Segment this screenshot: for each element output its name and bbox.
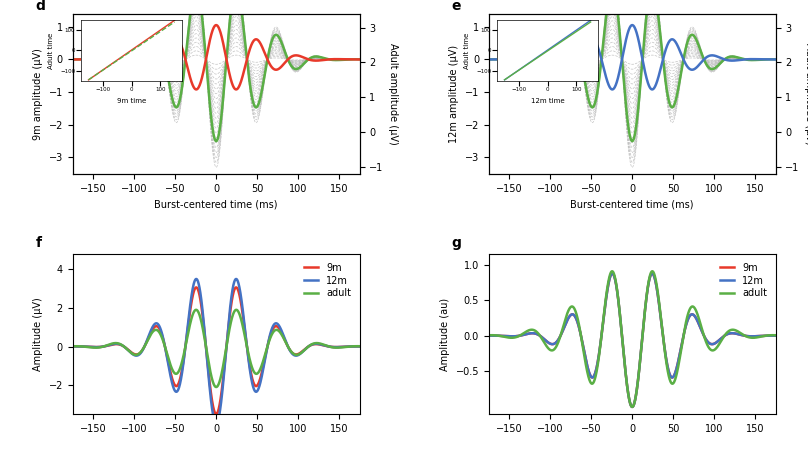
12m <box>82 344 92 349</box>
adult <box>484 333 494 338</box>
adult <box>68 344 78 349</box>
9m <box>627 404 637 410</box>
12m <box>771 333 781 339</box>
Text: f: f <box>36 237 41 251</box>
adult <box>200 337 209 342</box>
12m <box>211 421 221 426</box>
12m <box>616 321 625 326</box>
Legend: 9m, 12m, adult: 9m, 12m, adult <box>300 259 355 303</box>
adult <box>608 268 617 274</box>
Y-axis label: 12m amplitude (μV): 12m amplitude (μV) <box>449 45 459 143</box>
adult <box>211 384 221 390</box>
adult <box>763 333 772 338</box>
X-axis label: Burst-centered time (ms): Burst-centered time (ms) <box>154 199 278 209</box>
Line: 12m: 12m <box>489 273 776 407</box>
adult <box>294 352 304 357</box>
9m <box>208 400 217 405</box>
9m <box>347 344 356 349</box>
adult <box>355 344 364 349</box>
9m <box>624 392 633 398</box>
9m <box>347 344 356 349</box>
Line: adult: adult <box>73 310 360 387</box>
Y-axis label: Adult amplitude (μV): Adult amplitude (μV) <box>388 43 398 145</box>
Text: g: g <box>452 237 461 251</box>
12m <box>200 331 209 336</box>
12m <box>191 276 201 282</box>
9m <box>763 333 772 339</box>
Y-axis label: 9m amplitude (μV): 9m amplitude (μV) <box>33 48 43 140</box>
Y-axis label: Amplitude (au): Amplitude (au) <box>440 298 450 370</box>
9m <box>771 333 781 339</box>
Y-axis label: Adult amplitude (μV): Adult amplitude (μV) <box>803 43 808 145</box>
Y-axis label: Amplitude (μV): Amplitude (μV) <box>33 297 43 371</box>
Line: 12m: 12m <box>73 279 360 424</box>
Line: 9m: 9m <box>73 288 360 414</box>
9m <box>294 351 304 356</box>
12m <box>624 392 633 398</box>
9m <box>484 333 494 339</box>
9m <box>616 321 625 326</box>
12m <box>347 344 356 349</box>
9m <box>200 332 209 338</box>
9m <box>608 271 617 276</box>
12m <box>355 344 364 349</box>
12m <box>347 344 356 349</box>
adult <box>763 333 772 338</box>
12m <box>627 404 637 410</box>
9m <box>82 344 92 349</box>
9m <box>763 333 772 339</box>
12m <box>763 333 772 339</box>
Line: 9m: 9m <box>489 273 776 407</box>
Text: e: e <box>452 0 461 14</box>
adult <box>191 307 201 313</box>
adult <box>347 344 356 349</box>
12m <box>484 333 494 339</box>
adult <box>616 321 625 326</box>
9m <box>710 341 720 346</box>
X-axis label: Burst-centered time (ms): Burst-centered time (ms) <box>570 199 694 209</box>
adult <box>771 333 781 338</box>
9m <box>499 333 508 339</box>
Line: adult: adult <box>489 271 776 407</box>
12m <box>294 352 304 358</box>
9m <box>355 344 364 349</box>
adult <box>627 404 637 410</box>
Text: d: d <box>36 0 45 14</box>
12m <box>208 408 217 414</box>
adult <box>499 334 508 339</box>
adult <box>624 392 633 398</box>
12m <box>710 341 720 346</box>
12m <box>499 333 508 339</box>
adult <box>710 347 720 352</box>
Legend: 9m, 12m, adult: 9m, 12m, adult <box>716 259 771 303</box>
adult <box>82 344 92 350</box>
9m <box>191 285 201 290</box>
12m <box>608 271 617 276</box>
12m <box>763 333 772 339</box>
12m <box>68 344 78 349</box>
9m <box>211 411 221 417</box>
9m <box>68 344 78 349</box>
adult <box>347 344 356 349</box>
adult <box>208 378 217 383</box>
